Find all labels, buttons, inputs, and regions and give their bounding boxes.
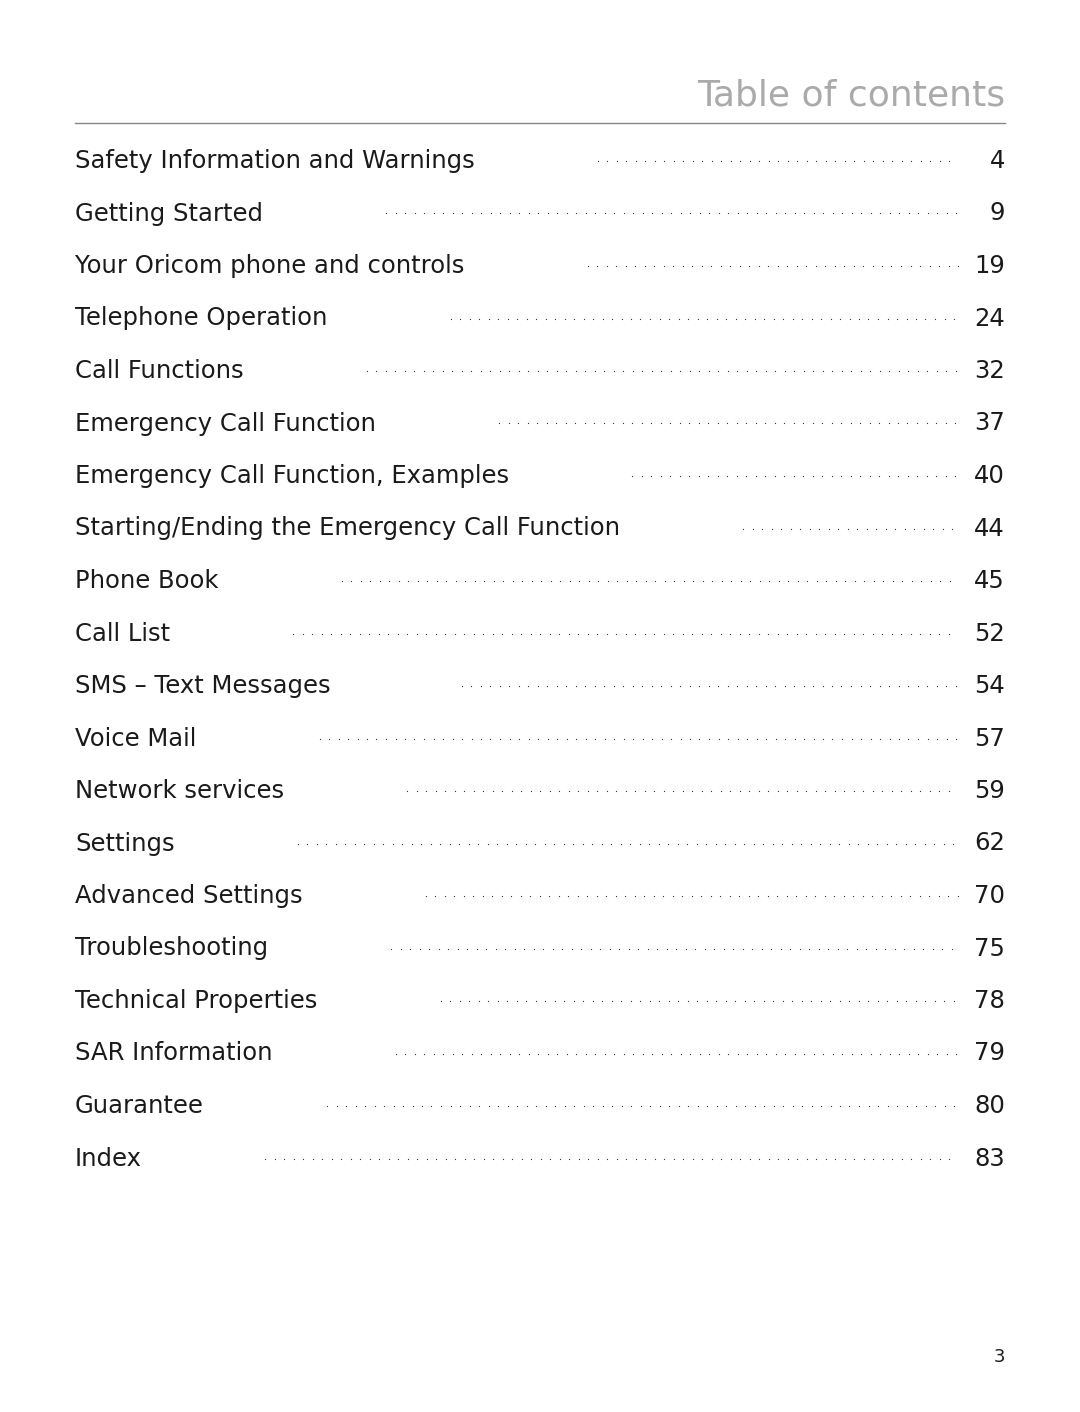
Text: 79: 79 <box>974 1042 1005 1066</box>
Text: Technical Properties: Technical Properties <box>75 988 318 1012</box>
Text: 40: 40 <box>974 465 1005 489</box>
Text: Your Oricom phone and controls: Your Oricom phone and controls <box>75 254 464 278</box>
Text: 83: 83 <box>974 1147 1005 1171</box>
Text: 62: 62 <box>974 832 1005 856</box>
Text: Call Functions: Call Functions <box>75 359 244 383</box>
Text: Guarantee: Guarantee <box>75 1094 204 1118</box>
Text: Call List: Call List <box>75 621 171 645</box>
Text: 24: 24 <box>974 306 1005 330</box>
Text: Settings: Settings <box>75 832 175 856</box>
Text: 78: 78 <box>974 988 1005 1012</box>
Text: Index: Index <box>75 1147 141 1171</box>
Text: Emergency Call Function, Examples: Emergency Call Function, Examples <box>75 465 509 489</box>
Text: SAR Information: SAR Information <box>75 1042 272 1066</box>
Text: Troubleshooting: Troubleshooting <box>75 936 268 960</box>
Text: Telephone Operation: Telephone Operation <box>75 306 327 330</box>
Text: 57: 57 <box>974 727 1005 751</box>
Text: Voice Mail: Voice Mail <box>75 727 197 751</box>
Text: SMS – Text Messages: SMS – Text Messages <box>75 674 338 698</box>
Text: Phone Book: Phone Book <box>75 569 218 593</box>
Text: 32: 32 <box>974 359 1005 383</box>
Text: 4: 4 <box>989 150 1005 174</box>
Text: Network services: Network services <box>75 779 284 803</box>
Text: 45: 45 <box>974 569 1005 593</box>
Text: 80: 80 <box>974 1094 1005 1118</box>
Text: 54: 54 <box>974 674 1005 698</box>
Text: 59: 59 <box>974 779 1005 803</box>
Text: Safety Information and Warnings: Safety Information and Warnings <box>75 150 475 174</box>
Text: Starting/Ending the Emergency Call Function: Starting/Ending the Emergency Call Funct… <box>75 517 620 541</box>
Text: 9: 9 <box>989 202 1005 226</box>
Text: 37: 37 <box>974 411 1005 435</box>
Text: 44: 44 <box>974 517 1005 541</box>
Text: Table of contents: Table of contents <box>697 78 1005 112</box>
Text: Getting Started: Getting Started <box>75 202 264 226</box>
Text: Emergency Call Function: Emergency Call Function <box>75 411 376 435</box>
Text: 52: 52 <box>974 621 1005 645</box>
Text: Advanced Settings: Advanced Settings <box>75 884 302 908</box>
Text: 19: 19 <box>974 254 1005 278</box>
Text: 3: 3 <box>994 1348 1005 1365</box>
Text: 75: 75 <box>974 936 1005 960</box>
Text: 70: 70 <box>974 884 1005 908</box>
